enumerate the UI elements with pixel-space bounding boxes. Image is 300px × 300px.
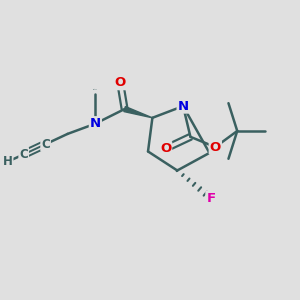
Text: F: F bbox=[206, 192, 215, 205]
Text: N: N bbox=[178, 100, 189, 112]
Text: N: N bbox=[90, 117, 101, 130]
Text: C: C bbox=[19, 148, 28, 161]
Text: C: C bbox=[41, 138, 50, 151]
Text: O: O bbox=[115, 76, 126, 89]
Polygon shape bbox=[124, 106, 152, 118]
Text: methyl: methyl bbox=[93, 89, 98, 90]
Text: O: O bbox=[210, 141, 221, 154]
Text: O: O bbox=[160, 142, 171, 155]
Text: H: H bbox=[3, 155, 13, 168]
